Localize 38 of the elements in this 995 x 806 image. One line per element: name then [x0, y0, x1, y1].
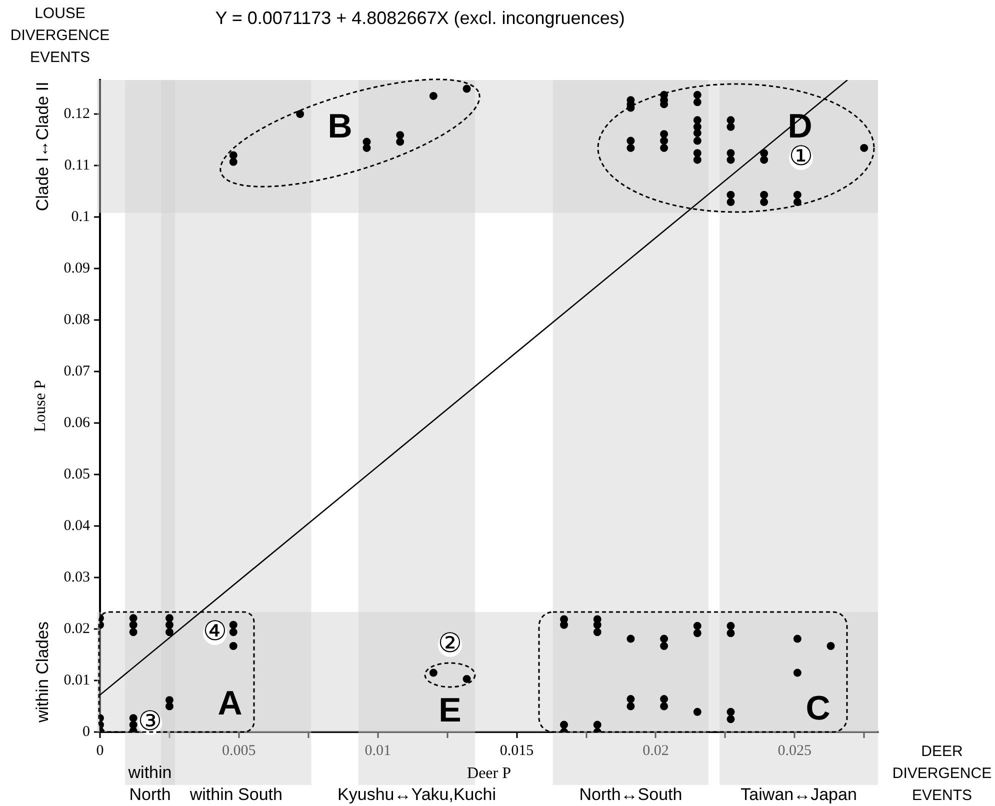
x-tick-label: 0.02 — [642, 742, 669, 759]
x-tick-label: 0 — [96, 742, 104, 759]
x-tick-label: 0.01 — [364, 742, 391, 759]
x-tick-label: 0.005 — [222, 742, 256, 759]
y-tick-label: 0.12 — [64, 106, 90, 122]
band-label: Taiwan↔Japan — [740, 785, 857, 804]
y-tick-label: 0 — [82, 724, 90, 740]
y-tick-label: 0.11 — [64, 157, 90, 174]
y-tick-label: 0.07 — [64, 363, 90, 380]
y-tick-label: 0.02 — [64, 620, 90, 637]
band-label: North↔South — [579, 785, 682, 804]
annotation: ③ — [138, 706, 162, 738]
band-label: Kyushu↔Yaku,Kuchi — [338, 785, 496, 804]
x-tick-label: 0.025 — [778, 742, 812, 759]
annotation: A — [218, 684, 242, 722]
band-label: within South — [188, 785, 282, 804]
y-tick-label: 0.08 — [64, 312, 90, 328]
annotation: ② — [438, 628, 462, 660]
chart-title: Y = 0.0071173 + 4.8082667X (excl. incongruences) — [215, 8, 625, 28]
y-tick-label: 0.05 — [64, 466, 90, 482]
annotation: E — [438, 691, 462, 730]
x-axis-title: Deer P — [467, 765, 512, 782]
y-tick-label: 0.04 — [64, 518, 90, 534]
annotation: ④ — [202, 616, 228, 648]
y-tick-label: 0.09 — [64, 260, 90, 276]
text: LOUSE DIVERGENCE EVENTS — [10, 5, 110, 66]
y-tick-label: 0.01 — [64, 672, 90, 688]
y-tick-label: 0.03 — [64, 569, 90, 586]
band-label: Clade I↔Clade II — [33, 82, 52, 212]
band-label: within Clades — [33, 621, 52, 724]
text: DEER DIVERGENCE EVENTS — [892, 743, 992, 804]
y-tick-label: 0.06 — [64, 414, 90, 431]
y-tick-label: 0.1 — [71, 208, 90, 225]
band-label: within North — [127, 763, 172, 804]
annotation: C — [806, 689, 830, 728]
x-tick-label: 0.015 — [500, 742, 534, 759]
annotation: B — [328, 107, 352, 146]
y-axis-title: Louse P — [32, 380, 49, 432]
